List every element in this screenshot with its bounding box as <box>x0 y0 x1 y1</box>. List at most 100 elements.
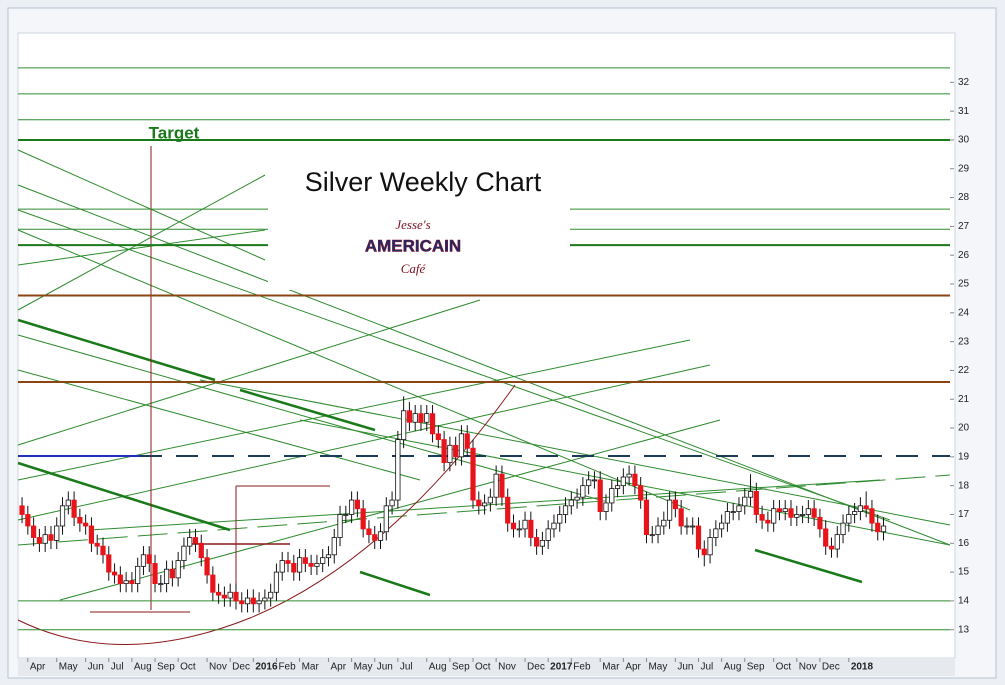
trendline <box>17 334 601 501</box>
candle-body <box>65 499 71 507</box>
candle-body <box>794 514 800 518</box>
candle-body <box>580 485 586 498</box>
logo-text: AMERICAIN <box>365 236 461 255</box>
candle-body <box>788 508 794 518</box>
logo-text: Café <box>401 261 427 276</box>
candle-body <box>250 597 256 605</box>
trendline <box>17 174 266 311</box>
candle-body <box>366 528 372 536</box>
trendline <box>17 474 951 546</box>
candle-body <box>875 522 881 533</box>
candle-body <box>730 511 736 513</box>
candle-body <box>406 410 413 423</box>
candle-body <box>453 444 459 458</box>
annotation: Target <box>149 123 200 142</box>
candle-body <box>499 473 505 498</box>
candle-body <box>106 554 112 573</box>
x-tick-label: Sep <box>157 662 175 673</box>
x-tick-label: 2018 <box>851 662 874 673</box>
candle-body <box>354 499 360 510</box>
candle-body <box>210 574 216 593</box>
y-tick-label: 19 <box>958 451 970 462</box>
candle-body <box>163 568 170 585</box>
trendline <box>17 229 266 266</box>
candle-body <box>83 522 89 527</box>
trendline <box>17 209 891 521</box>
candle-body <box>256 600 262 605</box>
candle-body <box>464 433 470 449</box>
candle-body <box>638 485 644 501</box>
candle-body <box>869 508 875 524</box>
candle-body <box>192 537 199 544</box>
candle-body <box>401 410 407 440</box>
candle-body <box>510 522 517 530</box>
y-tick-label: 23 <box>958 336 970 347</box>
candle-body <box>59 505 66 527</box>
candle-body <box>25 514 31 527</box>
candle-body <box>325 554 332 559</box>
x-tick-label: Oct <box>475 662 491 673</box>
candle-body <box>48 534 54 541</box>
candle-body <box>314 563 320 567</box>
x-tick-label: Apr <box>30 662 46 673</box>
candle-body <box>377 531 384 541</box>
candle-body <box>562 505 569 515</box>
candle-body <box>707 537 713 556</box>
candle-body <box>586 479 592 487</box>
candle-body <box>233 591 239 602</box>
candle-body <box>123 580 129 585</box>
candle-body <box>135 565 141 585</box>
candle-body <box>216 591 222 596</box>
x-tick-label: Apr <box>330 662 346 673</box>
trendline <box>17 364 711 521</box>
candle-body <box>684 525 690 528</box>
candle-body <box>736 505 742 512</box>
y-tick-label: 29 <box>958 163 970 174</box>
candle-body <box>747 491 754 498</box>
candle-body <box>117 574 123 585</box>
candle-body <box>158 583 164 586</box>
candle-body <box>776 508 783 512</box>
x-tick-label: May <box>648 662 667 673</box>
y-tick-label: 26 <box>958 250 970 261</box>
candle-body <box>198 542 204 559</box>
candle-body <box>487 496 493 504</box>
x-tick-label: Feb <box>278 662 296 673</box>
candle-body <box>852 511 858 515</box>
candle-body <box>100 545 106 556</box>
candle-body <box>262 597 268 602</box>
candle-body <box>614 485 621 489</box>
candle-body <box>169 568 175 579</box>
trendline <box>239 388 376 432</box>
x-tick-label: 2017 <box>550 662 573 673</box>
y-tick-label: 25 <box>958 279 970 290</box>
candle-body <box>695 525 702 550</box>
x-tick-label: Apr <box>625 662 641 673</box>
x-tick-label: Jun <box>677 662 693 673</box>
candle-body <box>360 508 366 530</box>
candle-body <box>742 496 748 507</box>
candle-body <box>828 545 835 550</box>
candle-body <box>441 439 447 464</box>
candle-body <box>412 413 418 423</box>
x-tick-label: Dec <box>232 662 250 673</box>
x-tick-label: Nov <box>498 662 516 673</box>
x-axis-strip <box>18 658 955 676</box>
x-tick-label: Jun <box>377 662 393 673</box>
candle-body <box>678 508 684 527</box>
candle-body <box>175 560 181 579</box>
candle-body <box>759 514 765 521</box>
x-tick-label: Sep <box>452 662 470 673</box>
y-tick-label: 31 <box>958 106 970 117</box>
candle-body <box>77 516 83 524</box>
x-tick-label: Oct <box>180 662 196 673</box>
candle-body <box>36 537 42 544</box>
candle-body <box>713 528 719 538</box>
candle-body <box>574 496 580 501</box>
candle-body <box>834 534 840 550</box>
candle-body <box>349 499 355 515</box>
candle-body <box>591 479 598 482</box>
candle-body <box>672 499 678 510</box>
